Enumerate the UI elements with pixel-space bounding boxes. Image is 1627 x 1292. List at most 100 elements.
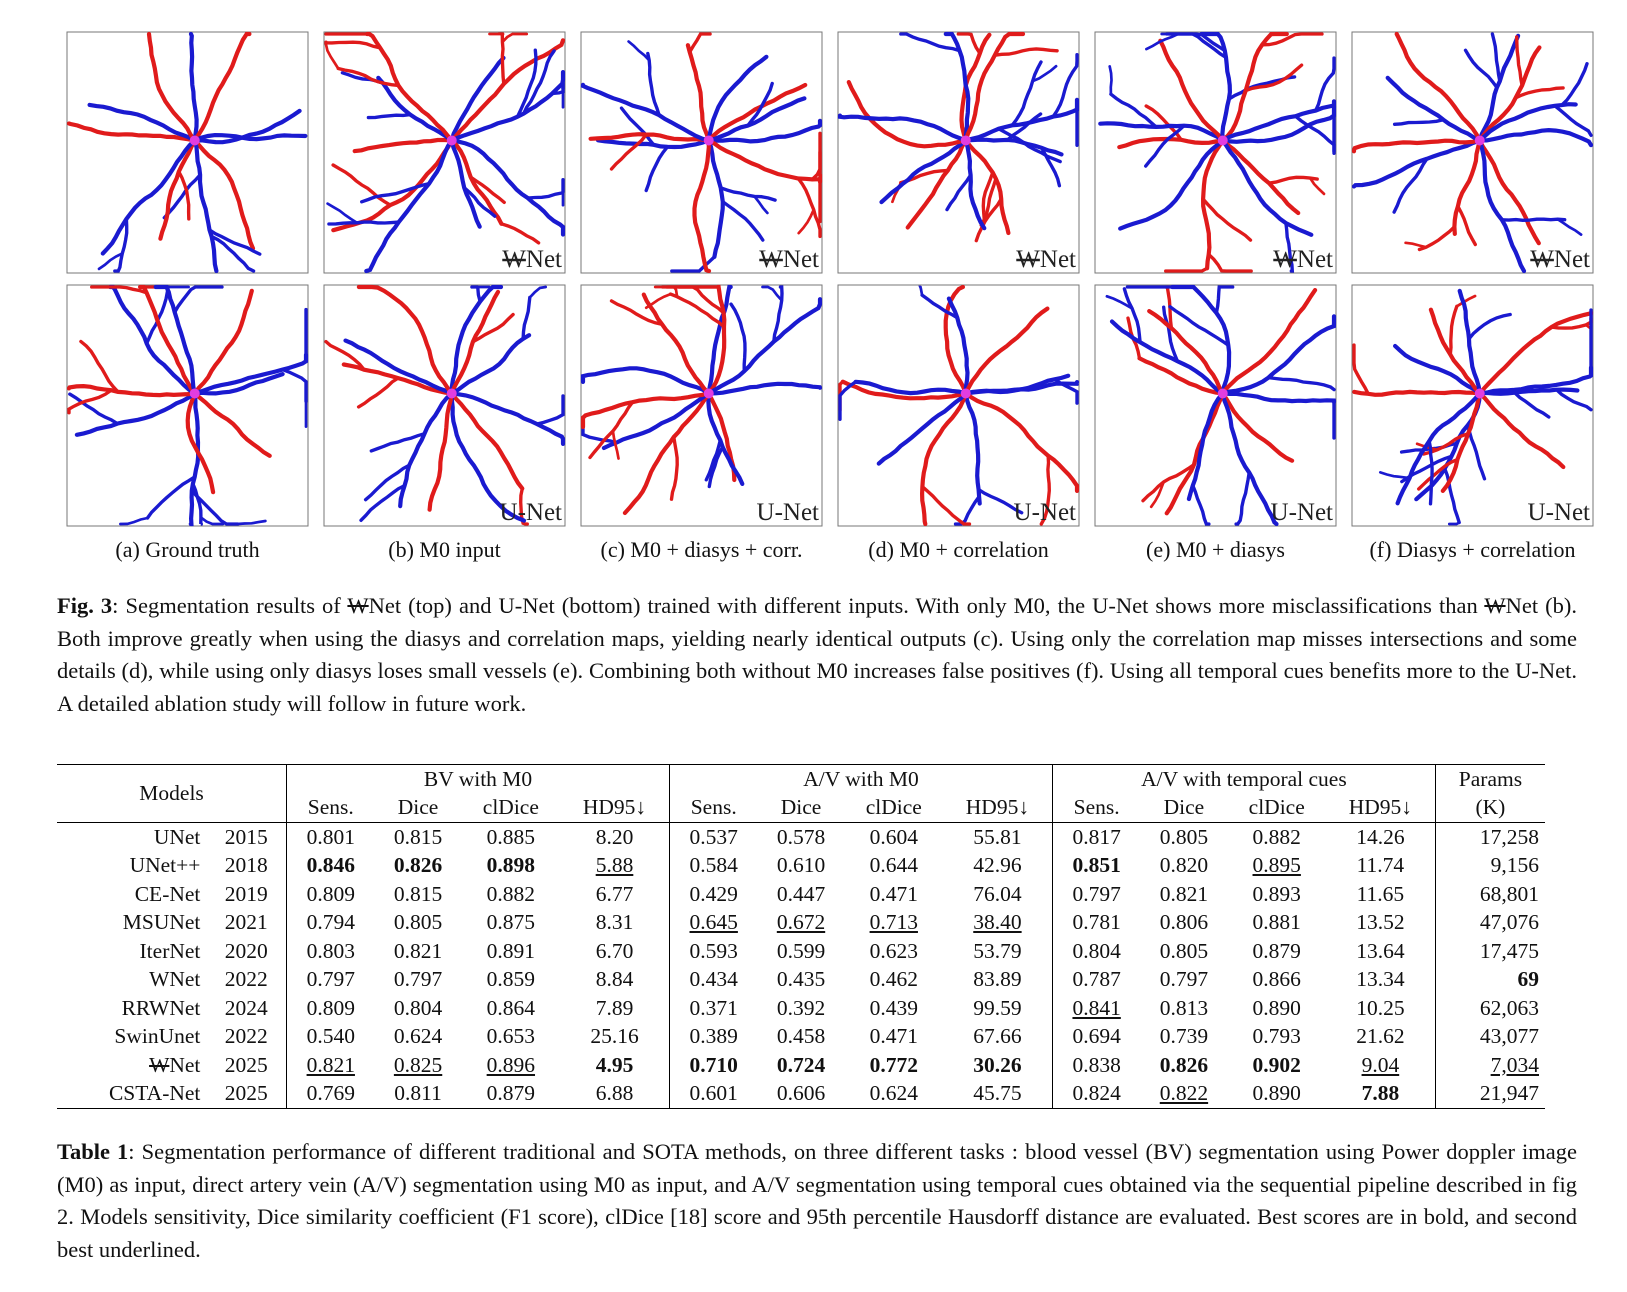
vessel bbox=[336, 66, 401, 88]
table-cell: 0.435 bbox=[776, 967, 826, 992]
vessel bbox=[1162, 305, 1180, 363]
optic-disc bbox=[189, 388, 200, 399]
model-name: UNet bbox=[153, 824, 201, 849]
table-cell: 0.584 bbox=[689, 853, 738, 878]
vessel bbox=[1149, 480, 1166, 509]
vessel bbox=[1031, 64, 1058, 83]
model-label-struck: W bbox=[1273, 246, 1297, 273]
table-cell: 6.77 bbox=[560, 880, 671, 909]
caption-text: : Segmentation performance of different … bbox=[57, 1139, 1578, 1262]
table-cell: 69 bbox=[1517, 967, 1540, 992]
table-cell: 0.817 bbox=[1072, 824, 1121, 849]
table-cell: 0.866 bbox=[1252, 967, 1301, 992]
table-cell: 0.879 bbox=[461, 1079, 561, 1109]
vessel bbox=[1220, 31, 1289, 143]
model-year: 2020 bbox=[206, 937, 288, 966]
vessel bbox=[1186, 391, 1225, 502]
vessel bbox=[1351, 138, 1482, 154]
vessel bbox=[1404, 241, 1428, 249]
vessel bbox=[1010, 60, 1043, 127]
table-cell: 47,076 bbox=[1479, 910, 1539, 935]
vessel bbox=[521, 295, 532, 341]
table-cell: 0.826 bbox=[393, 853, 443, 878]
vessel bbox=[1220, 391, 1279, 527]
table-cell: 0.801 bbox=[306, 824, 355, 849]
vessel bbox=[1477, 138, 1527, 274]
vessel bbox=[1513, 86, 1565, 100]
caption-text: W bbox=[347, 593, 369, 618]
vessel bbox=[1141, 462, 1196, 503]
model-label-rest: Net bbox=[1554, 246, 1590, 273]
result-image: U-Net bbox=[1094, 284, 1337, 527]
vessel bbox=[1308, 176, 1326, 196]
table-row: CE-Net 2019 0.809 0.815 0.882 6.77 0.429 0.447 0… bbox=[57, 880, 1545, 909]
header-cell: Models bbox=[57, 764, 288, 823]
vessel bbox=[360, 181, 431, 204]
vessel bbox=[192, 31, 252, 143]
table-row: MSUNet 2021 0.794 0.805 0.875 8.31 0.645 0.672 0… bbox=[57, 908, 1545, 937]
vessel bbox=[963, 391, 982, 506]
vessel bbox=[688, 32, 712, 54]
vessel bbox=[1220, 314, 1337, 396]
table-cell: 0.447 bbox=[776, 881, 826, 906]
model-name: CSTA-Net bbox=[57, 1079, 207, 1109]
model-year: 2015 bbox=[206, 822, 288, 852]
table-cell: 0.389 bbox=[689, 1024, 738, 1049]
vessel bbox=[90, 285, 149, 295]
vessel bbox=[668, 292, 726, 329]
table-cell: 13.52 bbox=[1325, 908, 1436, 937]
vessel bbox=[644, 145, 670, 193]
vessel bbox=[905, 138, 968, 230]
vessel bbox=[1145, 32, 1180, 51]
vessel bbox=[376, 75, 454, 143]
vessel bbox=[1214, 285, 1235, 315]
vessel bbox=[535, 394, 565, 426]
vessel bbox=[192, 132, 308, 143]
table-cell: 0.879 bbox=[1252, 938, 1301, 963]
model-name-rest: Net bbox=[169, 1052, 201, 1077]
vessel bbox=[1448, 304, 1459, 357]
vessel bbox=[1351, 138, 1482, 189]
vessel bbox=[706, 118, 823, 144]
table-cell: 11.65 bbox=[1325, 880, 1436, 909]
vessel bbox=[1234, 470, 1251, 526]
table-cell: 0.811 bbox=[374, 1079, 462, 1109]
vessel bbox=[209, 234, 256, 273]
vessel bbox=[501, 32, 529, 44]
vessel bbox=[365, 31, 454, 143]
table-cell: 0.846 bbox=[306, 853, 355, 878]
vessel bbox=[469, 175, 506, 205]
optic-disc bbox=[960, 135, 971, 146]
vessel bbox=[449, 55, 506, 143]
table-cell: 0.822 bbox=[1140, 1079, 1228, 1109]
vessel bbox=[876, 391, 968, 466]
vessel bbox=[192, 138, 256, 251]
vessel bbox=[1417, 225, 1457, 252]
vessel bbox=[1554, 388, 1593, 412]
caption-text: Net (b). Both improve greatly when using… bbox=[57, 593, 1577, 716]
table-cell: 7.89 bbox=[560, 994, 671, 1023]
table-cell: 0.797 bbox=[1072, 881, 1121, 906]
vessel bbox=[1452, 138, 1482, 236]
vessel bbox=[207, 228, 262, 256]
table-cell: 4.95 bbox=[560, 1051, 671, 1080]
vessel bbox=[670, 255, 717, 273]
table-cell: 0.893 bbox=[1252, 881, 1301, 906]
table-cell: 0.797 bbox=[306, 967, 355, 992]
table-cell: 42.96 bbox=[942, 851, 1053, 880]
vessel bbox=[66, 383, 197, 398]
vessel bbox=[522, 49, 556, 116]
vessel bbox=[1427, 439, 1434, 506]
vessel bbox=[192, 372, 285, 396]
vessel bbox=[343, 338, 454, 396]
vessel bbox=[1293, 114, 1336, 155]
model-name: UNet++ bbox=[129, 853, 201, 878]
vessel bbox=[449, 138, 566, 237]
column-header: Params bbox=[1435, 764, 1545, 794]
result-image: WNet bbox=[1351, 31, 1594, 274]
table-cell: 0.371 bbox=[689, 995, 738, 1020]
vessel bbox=[627, 40, 651, 62]
vessel bbox=[327, 220, 401, 226]
vessel bbox=[746, 81, 774, 128]
vessel bbox=[1443, 466, 1461, 525]
